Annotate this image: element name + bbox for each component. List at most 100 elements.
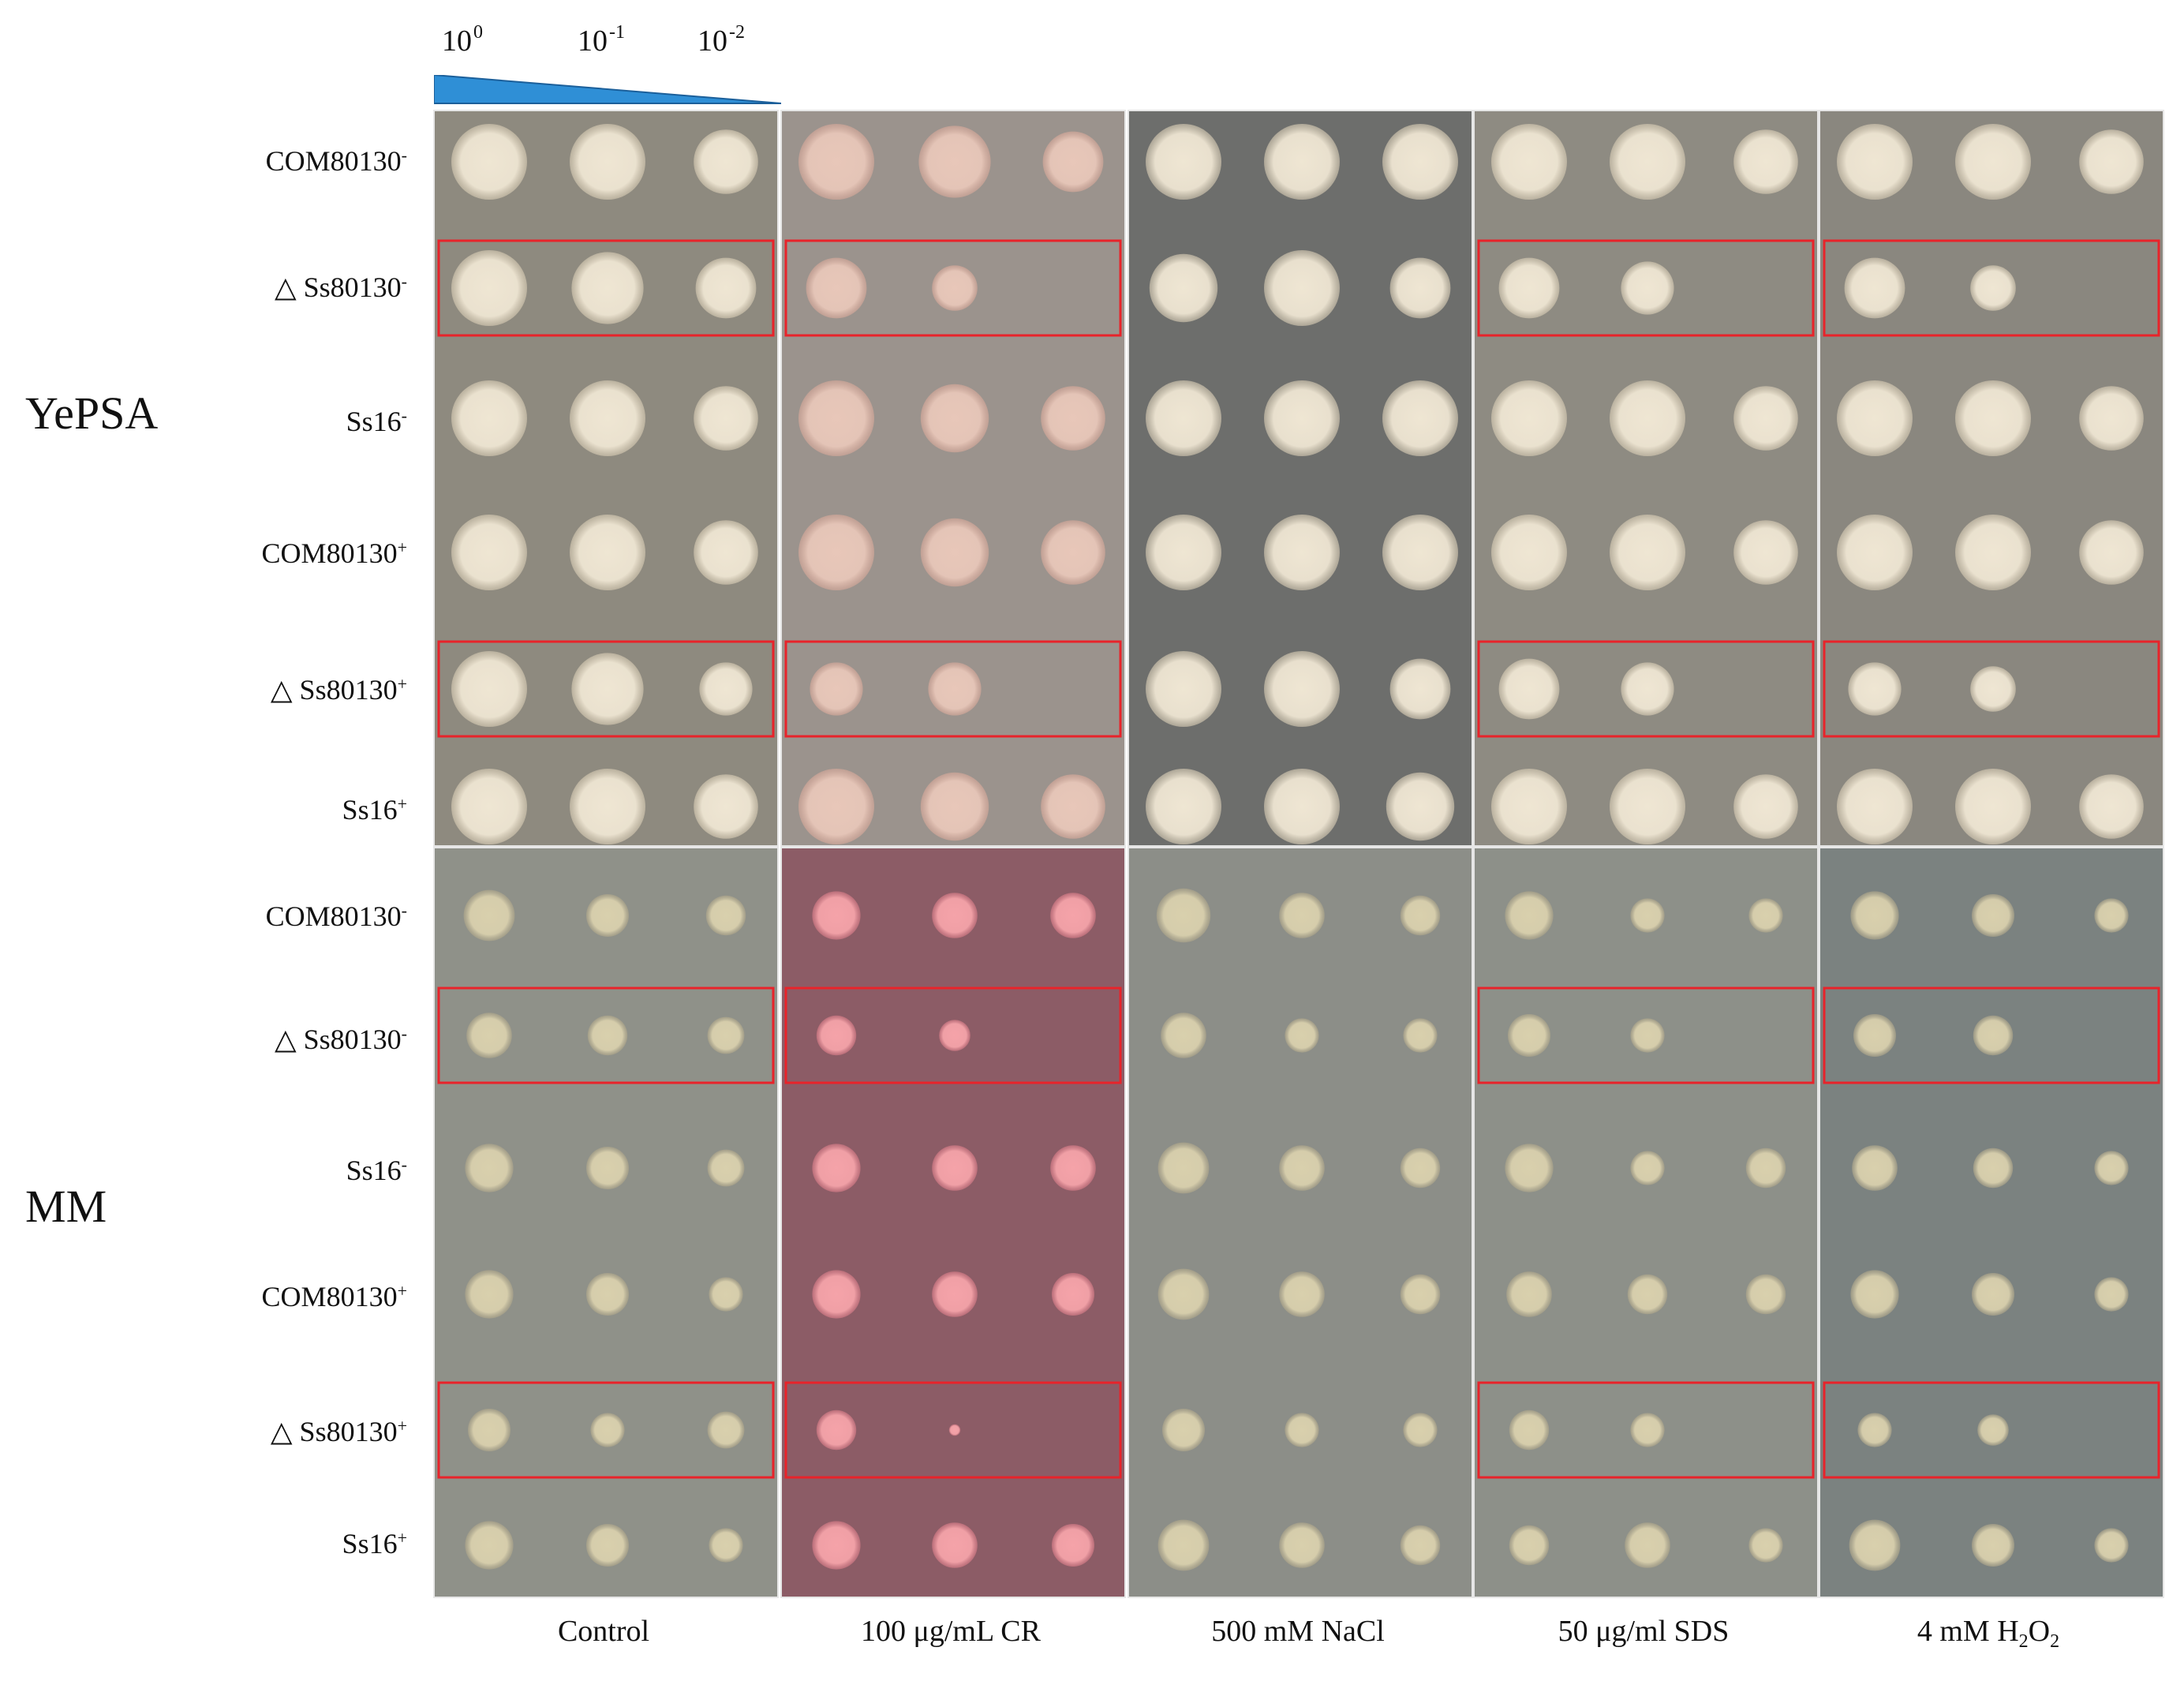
colony-spot (920, 384, 989, 453)
colony-spot (2079, 129, 2144, 194)
colony-spot (1509, 1410, 1550, 1451)
colony-spot (694, 774, 758, 839)
colony-spot (1955, 769, 2031, 844)
plate-mm-3 (1473, 847, 1819, 1598)
colony-spot (1149, 253, 1218, 323)
highlight-box (1477, 239, 1815, 337)
colony-spot (1972, 1273, 2014, 1316)
colony-spot (465, 1270, 514, 1319)
colony-spot (1146, 380, 1221, 456)
colony-spot (1146, 515, 1221, 590)
colony-spot (1610, 124, 1685, 200)
colony-spot (1970, 265, 2016, 311)
colony-spot (1745, 1147, 1786, 1189)
plate-mm-1 (780, 847, 1126, 1598)
colony-spot (1627, 1274, 1668, 1315)
colony-spot (1400, 1274, 1441, 1315)
colony-spot (1279, 893, 1325, 938)
condition-label-nacl: 500 mM NaCl (1211, 1615, 1385, 1648)
dilution-label-2: 10-2 (697, 22, 745, 58)
highlight-box (1823, 1381, 2160, 1479)
plate-mm-2 (1128, 847, 1473, 1598)
colony-spot (1146, 651, 1221, 727)
colony-spot (1733, 520, 1798, 585)
colony-spot (1146, 769, 1221, 844)
colony-spot (705, 895, 746, 936)
colony-spot (1157, 1142, 1210, 1194)
colony-spot (695, 257, 757, 319)
colony-spot (1264, 250, 1340, 326)
colony-spot (1850, 891, 1899, 940)
colony-spot (1733, 386, 1798, 451)
plate-mm-0 (433, 847, 779, 1598)
colony-spot (570, 769, 645, 844)
colony-spot (1837, 124, 1913, 200)
colony-spot (2079, 386, 2144, 451)
colony-spot (1491, 124, 1567, 200)
colony-spot (587, 1015, 628, 1056)
colony-spot (1505, 891, 1554, 940)
colony-spot (1491, 380, 1567, 456)
colony-spot (1157, 1268, 1210, 1320)
colony-spot (1285, 1018, 1319, 1053)
colony-spot (451, 769, 527, 844)
row-label-mm-4: △ Ss80130+ (270, 1416, 407, 1447)
highlight-box (784, 640, 1122, 738)
highlight-box (784, 239, 1122, 337)
colony-spot (1279, 1271, 1325, 1317)
colony-spot (1837, 380, 1913, 456)
colony-spot (1279, 1522, 1325, 1568)
condition-label-cr: 100 μg/mL CR (861, 1615, 1041, 1648)
colony-spot (932, 893, 978, 938)
colony-spot (1955, 515, 2031, 590)
colony-spot (590, 1413, 625, 1447)
highlight-box (1823, 640, 2160, 738)
colony-spot (1400, 1525, 1441, 1566)
colony-spot (586, 1273, 629, 1316)
plate-yepsa-3 (1473, 110, 1819, 847)
colony-spot (1156, 888, 1211, 943)
colony-spot (1052, 1273, 1094, 1316)
colony-spot (1285, 1413, 1319, 1447)
colony-spot (1389, 658, 1451, 720)
highlight-box (784, 1381, 1122, 1479)
colony-spot (2094, 1277, 2129, 1312)
medium-label-mm: MM (25, 1181, 107, 1232)
colony-spot (1041, 520, 1105, 585)
colony-spot (812, 891, 861, 940)
plate-yepsa-2 (1128, 110, 1473, 847)
colony-spot (1491, 515, 1567, 590)
colony-spot (1748, 1528, 1783, 1563)
row-label-yepsa-3: COM80130+ (261, 537, 407, 569)
colony-spot (1403, 1018, 1438, 1053)
colony-spot (812, 1144, 861, 1192)
colony-spot (694, 129, 758, 194)
colony-spot (465, 1144, 514, 1192)
colony-spot (1050, 893, 1096, 938)
colony-spot (1161, 1013, 1206, 1058)
colony-spot (1973, 1147, 2014, 1189)
colony-spot (1382, 124, 1458, 200)
colony-spot (1264, 380, 1340, 456)
colony-spot (2094, 1528, 2129, 1563)
colony-spot (571, 252, 644, 324)
colony-spot (1400, 895, 1441, 936)
row-label-yepsa-2: Ss16- (346, 406, 407, 437)
plate-yepsa-1 (780, 110, 1126, 847)
row-label-yepsa-4: △ Ss80130+ (270, 674, 407, 706)
colony-spot (1279, 1145, 1325, 1191)
colony-spot (932, 1271, 978, 1317)
colony-spot (1508, 1014, 1550, 1057)
colony-spot (1850, 1270, 1899, 1319)
colony-spot (798, 769, 874, 844)
colony-spot (1498, 257, 1560, 319)
colony-spot (709, 1528, 743, 1563)
colony-spot (928, 662, 982, 716)
colony-spot (2094, 898, 2129, 933)
row-label-mm-0: COM80130- (265, 900, 407, 932)
colony-spot (1382, 380, 1458, 456)
colony-spot (2079, 774, 2144, 839)
colony-spot (812, 1270, 861, 1319)
colony-spot (1491, 769, 1567, 844)
colony-spot (699, 662, 753, 716)
